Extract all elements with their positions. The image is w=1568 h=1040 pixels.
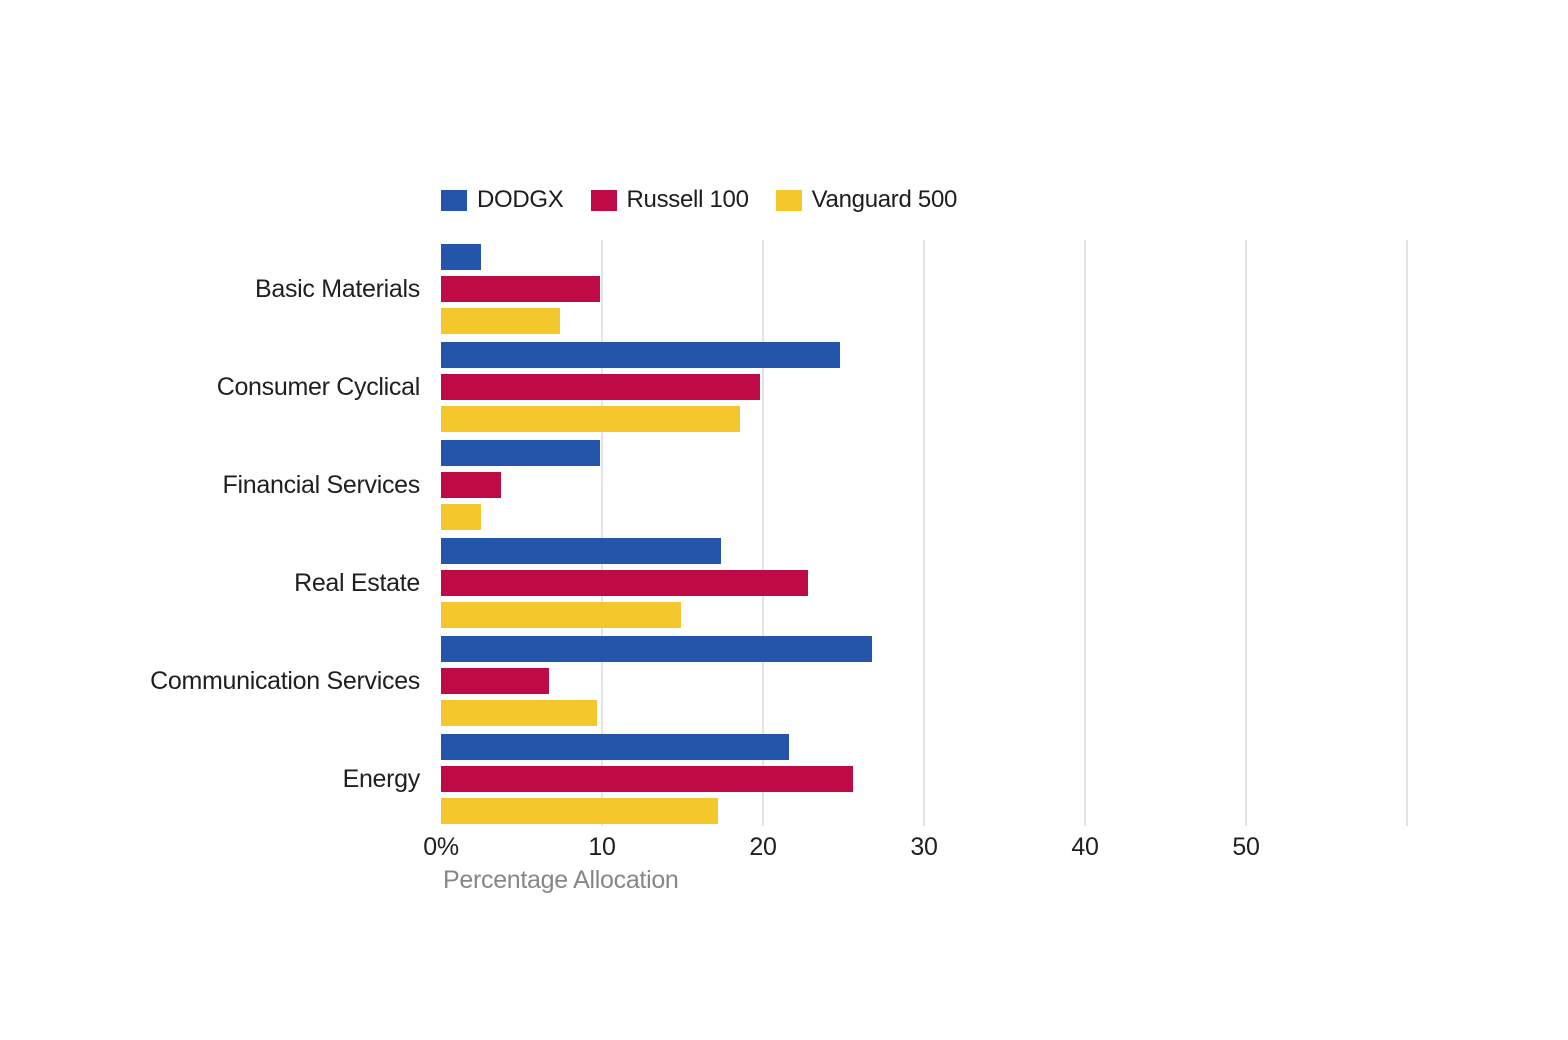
x-tick-0: 0% xyxy=(423,833,459,861)
legend-label: Russell 100 xyxy=(626,186,749,213)
gridline-10 xyxy=(601,240,603,826)
bar-vanguard-500-energy xyxy=(441,798,718,824)
legend-swatch-icon xyxy=(441,189,467,211)
gridline-30 xyxy=(923,240,925,826)
bar-vanguard-500-communication-services xyxy=(441,700,597,726)
gridline-60 xyxy=(1406,240,1408,826)
bar-vanguard-500-financial-services xyxy=(441,504,481,530)
bar-dodgx-real-estate xyxy=(441,538,721,564)
category-label-consumer-cyclical: Consumer Cyclical xyxy=(216,373,421,401)
gridline-20 xyxy=(762,240,764,826)
category-label-energy: Energy xyxy=(342,765,421,793)
chart-legend: DODGX Russell 100 Vanguard 500 xyxy=(441,186,957,214)
bar-russell-100-financial-services xyxy=(441,472,501,498)
legend-label: Vanguard 500 xyxy=(811,186,958,213)
legend-swatch-icon xyxy=(590,189,617,211)
category-label-financial-services: Financial Services xyxy=(222,471,421,499)
bar-dodgx-basic-materials xyxy=(441,244,481,270)
x-tick-10: 10 xyxy=(588,833,616,861)
bar-vanguard-500-basic-materials xyxy=(441,308,560,334)
category-label-basic-materials: Basic Materials xyxy=(255,275,420,303)
bar-russell-100-consumer-cyclical xyxy=(441,374,760,400)
bar-russell-100-communication-services xyxy=(441,668,549,694)
bar-russell-100-basic-materials xyxy=(441,276,600,302)
x-tick-20: 20 xyxy=(749,833,777,861)
gridline-40 xyxy=(1084,240,1086,826)
x-tick-30: 30 xyxy=(910,833,938,861)
gridline-50 xyxy=(1245,240,1247,826)
bar-dodgx-communication-services xyxy=(441,636,872,662)
bar-vanguard-500-real-estate xyxy=(441,602,681,628)
x-tick-40: 40 xyxy=(1071,833,1099,861)
bar-russell-100-real-estate xyxy=(441,570,808,596)
x-tick-50: 50 xyxy=(1232,833,1260,861)
category-label-real-estate: Real Estate xyxy=(294,569,420,597)
legend-item-russell-100: Russell 100 xyxy=(590,186,749,214)
legend-swatch-icon xyxy=(775,189,802,211)
legend-label: DODGX xyxy=(477,186,564,213)
legend-item-vanguard-500: Vanguard 500 xyxy=(775,186,958,214)
bar-vanguard-500-consumer-cyclical xyxy=(441,406,740,432)
bar-dodgx-consumer-cyclical xyxy=(441,342,840,368)
category-label-communication-services: Communication Services xyxy=(150,667,420,695)
bar-russell-100-energy xyxy=(441,766,853,792)
bar-dodgx-energy xyxy=(441,734,789,760)
plot-area xyxy=(441,240,1408,826)
bar-dodgx-financial-services xyxy=(441,440,600,466)
x-axis-title: Percentage Allocation xyxy=(443,866,679,894)
legend-item-dodgx: DODGX xyxy=(441,186,564,214)
